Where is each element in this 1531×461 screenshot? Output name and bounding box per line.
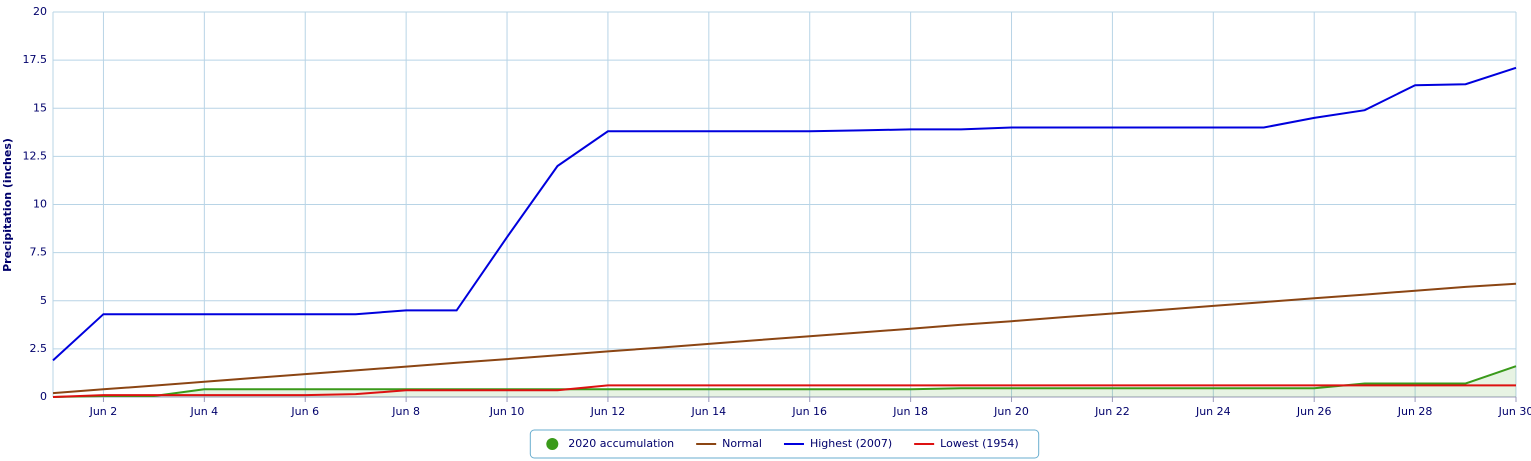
x-tick-label: Jun 20 [993,405,1029,418]
x-tick-label: Jun 16 [791,405,827,418]
legend-label: Lowest (1954) [940,437,1019,450]
y-tick-label: 10 [33,198,47,211]
x-tick-label: Jun 10 [489,405,525,418]
y-tick-label: 12.5 [23,149,48,162]
y-tick-label: 0 [40,390,47,403]
y-tick-label: 15 [33,101,47,114]
y-tick-label: 5 [40,294,47,307]
legend: 2020 accumulation Normal Highest (2007) Low… [529,429,1040,459]
line [52,384,1516,398]
x-tick-label: Jun 2 [89,405,118,418]
legend-label: 2020 accumulation [568,437,674,450]
line [52,282,1517,395]
x-tick-label: Jun 14 [690,405,726,418]
x-tick-label: Jun 30 [1498,405,1531,418]
area [53,366,1516,397]
x-tick-label: Jun 8 [391,405,420,418]
x-tick-label: Jun 26 [1296,405,1332,418]
x-tick-label: Jun 4 [190,405,219,418]
y-tick-label: 20 [33,5,47,18]
y-axis-label: Precipitation (inches) [1,138,14,272]
x-tick-label: Jun 6 [290,405,319,418]
y-tick-label: 2.5 [30,342,48,355]
x-tick-label: Jun 18 [892,405,928,418]
legend-label: Highest (2007) [810,437,892,450]
legend-marker [546,438,559,450]
y-tick-label: 17.5 [23,53,48,66]
x-tick-label: Jun 28 [1397,405,1433,418]
x-tick-label: Jun 12 [590,405,626,418]
x-tick-label: Jun 22 [1094,405,1130,418]
line [52,66,1517,362]
legend-label: Normal [722,437,762,450]
x-tick-label: Jun 24 [1195,405,1231,418]
line [52,365,1517,398]
y-tick-label: 7.5 [30,246,48,259]
